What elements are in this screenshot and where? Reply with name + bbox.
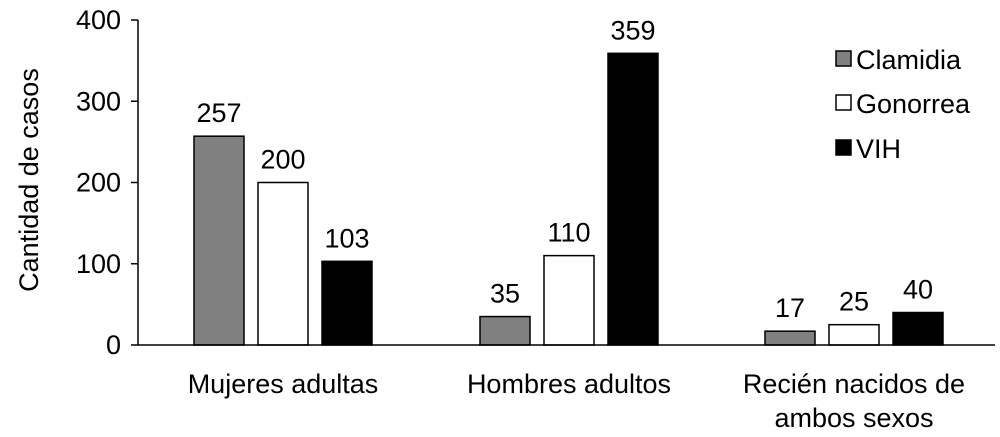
data-label: 17: [775, 293, 805, 323]
legend: Clamidia Gonorrea VIH: [835, 45, 971, 164]
x-category-label: ambos sexos: [774, 403, 933, 433]
bar-vih-1: [321, 260, 373, 346]
y-axis-label: Cantidad de casos: [14, 68, 44, 292]
bar-clamidia-3: [764, 330, 816, 346]
y-tick-label: 200: [76, 168, 121, 198]
bar-gonorrea-3: [828, 323, 880, 346]
x-category-label: Recién nacidos de: [743, 369, 965, 399]
bar-clamidia-1: [193, 135, 245, 346]
data-labels: 257 200 103 35 110 359 17 25 40: [196, 15, 933, 323]
data-label: 257: [196, 98, 241, 128]
bar-gonorrea-1: [257, 181, 309, 346]
legend-label: Gonorrea: [856, 89, 971, 119]
legend-label: Clamidia: [856, 45, 962, 75]
y-tick-label: 400: [76, 5, 121, 35]
bars: [193, 52, 944, 346]
legend-swatch-gonorrea: [835, 94, 852, 111]
y-tick-label: 0: [106, 330, 121, 360]
y-tick-label: 100: [76, 249, 121, 279]
x-category-label: Mujeres adultas: [188, 369, 379, 399]
bar-clamidia-2: [479, 315, 531, 346]
data-label: 200: [260, 145, 305, 175]
y-tick-label: 300: [76, 86, 121, 116]
legend-swatch-clamidia: [835, 50, 852, 67]
x-category-label: Hombres adultos: [467, 369, 671, 399]
data-label: 110: [547, 218, 590, 248]
bar-vih-3: [892, 311, 944, 346]
legend-swatch-vih: [835, 139, 852, 156]
legend-label: VIH: [856, 134, 901, 164]
bar-vih-2: [607, 52, 659, 346]
data-label: 103: [324, 223, 369, 253]
bar-gonorrea-2: [543, 254, 595, 346]
data-label: 40: [903, 275, 933, 305]
x-axis: Mujeres adultas Hombres adultos Recién nac…: [138, 344, 995, 433]
data-label: 25: [839, 287, 869, 317]
data-label: 359: [610, 15, 655, 45]
data-label: 35: [490, 279, 520, 309]
y-axis: 0 100 200 300 400: [76, 5, 139, 360]
